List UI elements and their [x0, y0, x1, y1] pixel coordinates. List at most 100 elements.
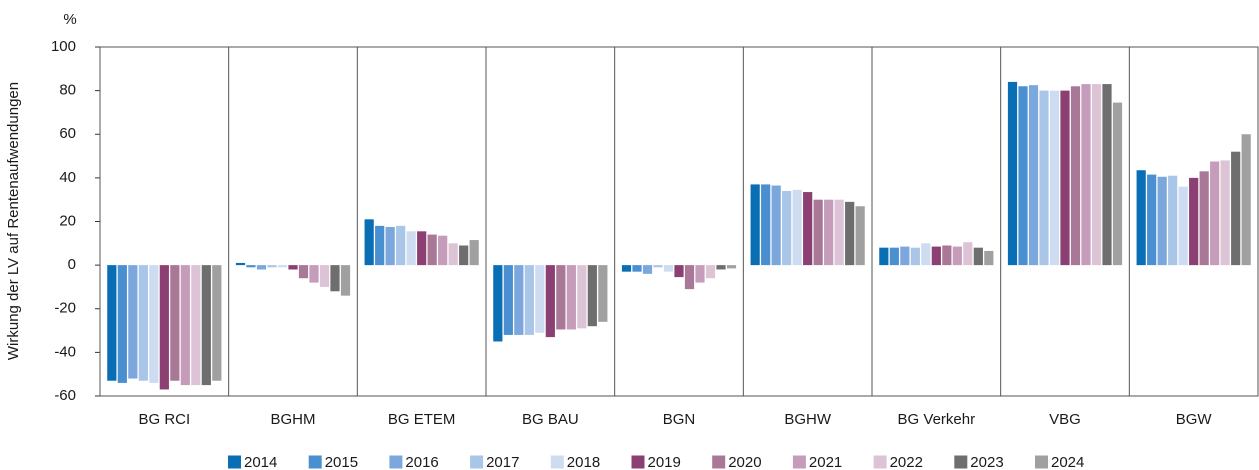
legend-swatch — [954, 455, 968, 469]
bar — [1199, 171, 1209, 266]
y-tick-label: 0 — [68, 256, 76, 273]
bar — [459, 245, 469, 266]
bar — [448, 243, 458, 266]
bar — [514, 265, 524, 335]
bar — [545, 265, 555, 338]
bar — [963, 242, 973, 266]
bar — [277, 265, 288, 268]
legend-label: 2017 — [486, 454, 519, 470]
bar — [1241, 134, 1251, 266]
bar — [750, 184, 760, 266]
bar — [330, 265, 340, 292]
bar — [364, 219, 374, 266]
legend-label: 2022 — [890, 454, 923, 470]
bar — [309, 265, 319, 283]
x-tick-label: BG RCI — [138, 411, 190, 428]
bar — [1136, 170, 1146, 266]
plot-frame — [99, 46, 1259, 397]
bar — [128, 265, 138, 379]
bar — [587, 265, 597, 327]
legend-label: 2019 — [648, 454, 681, 470]
bar — [845, 201, 855, 266]
bar — [1049, 90, 1060, 266]
bar — [319, 265, 330, 287]
bar — [674, 265, 684, 278]
bar — [503, 265, 513, 335]
bar — [212, 265, 222, 381]
legend-swatch — [389, 455, 403, 469]
bar — [663, 265, 674, 272]
x-tick-label: BG BAU — [522, 411, 579, 428]
legend-swatch — [792, 455, 806, 469]
bar — [726, 265, 737, 269]
legend-label: 2014 — [244, 454, 277, 470]
bar — [385, 226, 395, 266]
legend-swatch — [228, 455, 241, 469]
bar — [159, 265, 169, 390]
bar — [879, 247, 889, 266]
bar — [1157, 176, 1167, 266]
legend-label: 2016 — [405, 454, 438, 470]
bar — [1231, 151, 1241, 266]
bar — [256, 265, 267, 270]
bar — [288, 265, 298, 270]
x-tick-label: BGN — [663, 411, 696, 428]
bar — [246, 265, 256, 268]
bar — [535, 265, 545, 333]
bar — [695, 265, 705, 283]
y-tick-label: 40 — [59, 169, 76, 186]
bar — [910, 247, 920, 266]
bar — [1028, 85, 1039, 266]
bar — [149, 265, 159, 383]
bar — [1060, 90, 1070, 266]
bar — [1210, 161, 1220, 266]
bar — [375, 225, 385, 266]
legend-swatch — [631, 455, 645, 469]
bar — [973, 247, 983, 266]
bar — [792, 189, 802, 266]
bar — [170, 265, 180, 381]
bar — [761, 184, 771, 266]
legend-label: 2018 — [567, 454, 600, 470]
y-tick-label: -60 — [54, 387, 76, 404]
x-tick-label: BGW — [1176, 411, 1213, 428]
bar — [180, 265, 190, 386]
bar — [107, 265, 117, 381]
legend-swatch — [1035, 455, 1048, 469]
bar — [653, 265, 663, 268]
bar — [493, 265, 503, 342]
bar — [1178, 186, 1188, 266]
bar — [705, 265, 716, 279]
unit-label: % — [63, 11, 76, 28]
bar — [824, 199, 834, 266]
bar — [298, 265, 309, 279]
y-tick-label: 20 — [59, 212, 76, 229]
bar — [942, 245, 952, 266]
legend-label: 2024 — [1051, 454, 1084, 470]
legend-swatch — [550, 455, 564, 469]
bar — [813, 199, 823, 266]
bar — [427, 234, 437, 266]
x-tick-label: BGHM — [271, 411, 316, 428]
bar — [921, 243, 931, 266]
bar — [117, 265, 127, 383]
bar — [984, 250, 994, 266]
bar — [889, 247, 899, 266]
bar — [952, 246, 962, 266]
x-tick-label: BG Verkehr — [898, 411, 976, 428]
legend-label: 2015 — [325, 454, 358, 470]
legend-label: 2023 — [970, 454, 1003, 470]
bar — [556, 265, 566, 330]
legend-swatch — [308, 455, 322, 469]
legend-label: 2020 — [728, 454, 761, 470]
bar — [1189, 177, 1199, 266]
bar — [855, 206, 865, 266]
legend-label: 2021 — [809, 454, 842, 470]
x-tick-label: BG ETEM — [388, 411, 456, 428]
bar — [1112, 102, 1123, 266]
bar — [1039, 90, 1049, 266]
bar — [191, 265, 201, 386]
bar — [716, 265, 726, 270]
bar — [469, 240, 479, 266]
bar — [771, 185, 781, 266]
